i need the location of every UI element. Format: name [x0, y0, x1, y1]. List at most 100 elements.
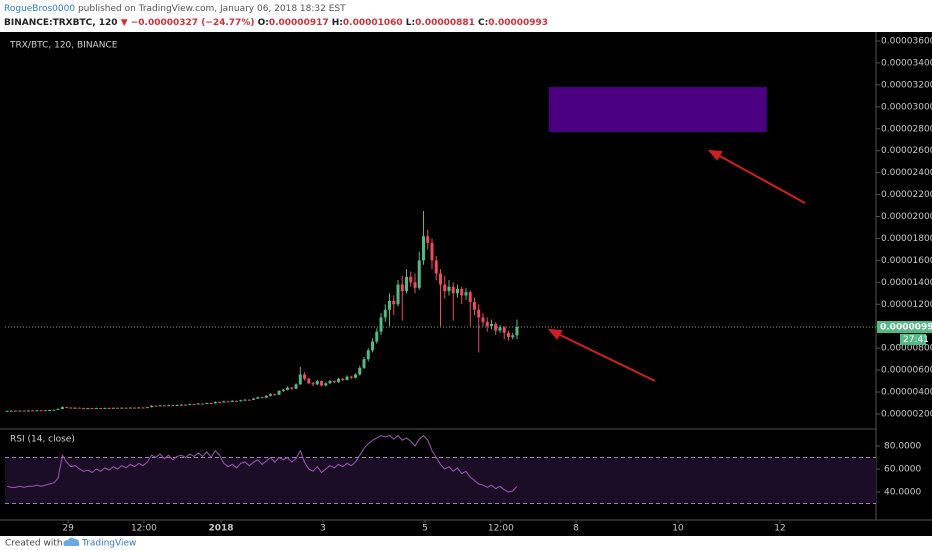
candle-body	[494, 324, 498, 331]
candle-body	[443, 284, 447, 292]
candle-body	[307, 378, 311, 384]
candle-body	[379, 317, 383, 332]
candle-body	[315, 381, 319, 385]
countdown-tag	[900, 333, 926, 345]
y-tick-label: 0.00000200	[881, 409, 932, 419]
candle-body	[26, 410, 30, 412]
candle-body	[281, 389, 285, 391]
y-tick-label: 0.00000800	[881, 344, 932, 354]
y-tick-label: 0.00002800	[881, 124, 932, 134]
symbol: BINANCE:TRXBTC, 120	[4, 18, 121, 28]
x-tick-label: 12:00	[488, 524, 514, 534]
candle-body	[388, 300, 392, 310]
candle-body	[506, 332, 510, 338]
x-tick-label: 3	[320, 524, 326, 534]
candle-body	[175, 404, 179, 406]
ohlc-value: 0.00000917	[269, 18, 329, 28]
candle-body	[222, 401, 226, 403]
candle-body	[468, 292, 472, 303]
candle-body	[400, 284, 404, 292]
candle-body	[145, 407, 149, 409]
y-tick-label: 0.00003200	[881, 80, 932, 90]
y-tick-label: 0.00000400	[881, 388, 932, 398]
y-tick-label: 0.00003000	[881, 102, 932, 112]
candle-body	[362, 359, 366, 368]
logo	[63, 537, 80, 546]
candle-body	[9, 410, 13, 412]
y-tick-label: 60.0000	[884, 465, 921, 475]
footer-text: Created with	[5, 539, 63, 549]
candle-body	[230, 400, 234, 402]
candle-body	[455, 288, 459, 294]
y-tick-label: 0.00001200	[881, 300, 932, 310]
candle-body	[235, 400, 239, 402]
candle-body	[277, 390, 281, 395]
candle-body	[430, 242, 434, 261]
candle-body	[413, 282, 417, 288]
y-tick-label: 0.00002200	[881, 190, 932, 200]
candle-body	[22, 410, 26, 412]
arrows	[547, 149, 806, 382]
candle-body	[31, 410, 35, 412]
candle-body	[396, 284, 400, 305]
candle-body	[375, 331, 379, 342]
candle-body	[366, 350, 370, 360]
candle-body	[426, 236, 430, 243]
arrow	[715, 153, 806, 204]
candle-body	[196, 403, 200, 405]
footer-brand[interactable]: TradingView	[81, 539, 136, 549]
y-tick-label: 0.00002600	[881, 146, 932, 156]
candle-body	[502, 327, 506, 333]
candle-body	[392, 300, 396, 305]
arrow-head	[547, 328, 563, 340]
candle-body	[422, 236, 426, 261]
candle-body	[451, 286, 455, 294]
price-tag-label: 0.00000993	[880, 322, 932, 332]
candle-body	[260, 397, 264, 399]
candle-body	[184, 404, 188, 406]
candle-body	[90, 408, 94, 410]
candle-body	[5, 410, 9, 412]
ohlc-value: 0.00000881	[415, 18, 475, 28]
candle-body	[226, 401, 230, 403]
change: ▼ −0.00000327 (−24.77%)	[121, 18, 255, 28]
candle-body	[447, 286, 451, 292]
arrow-head	[707, 149, 723, 161]
candle-body	[82, 408, 86, 410]
candle-body	[405, 276, 409, 292]
candle-body	[247, 399, 251, 401]
candle-body	[56, 409, 60, 411]
candle-body	[464, 292, 468, 296]
candle-body	[116, 407, 120, 409]
candle-body	[358, 367, 362, 375]
candle-body	[133, 407, 137, 409]
candle-body	[485, 321, 489, 327]
ohlc-key: H:	[329, 18, 343, 28]
candle-body	[383, 309, 387, 318]
candle-body	[320, 381, 324, 386]
candle-body	[14, 410, 18, 412]
candle-body	[18, 410, 22, 412]
candle-body	[52, 409, 56, 411]
candle-body	[48, 410, 52, 412]
arrow	[555, 332, 656, 382]
candle-body	[154, 405, 158, 407]
candle-body	[141, 407, 145, 409]
x-tick-label: 12	[774, 524, 785, 534]
candle-body	[252, 398, 256, 400]
candle-body	[460, 288, 464, 296]
candle-body	[60, 407, 64, 410]
candle-body	[511, 335, 515, 338]
candle-body	[498, 327, 502, 331]
candle-body	[107, 407, 111, 409]
candle-body	[269, 394, 273, 396]
candle-body	[332, 381, 336, 383]
candle-body	[192, 404, 196, 406]
ohlc-key: L:	[403, 18, 415, 28]
candle-body	[256, 397, 260, 399]
candle-body	[77, 407, 81, 409]
author[interactable]: RogueBros0000	[4, 4, 75, 14]
candle-body	[298, 374, 302, 385]
candle-body	[137, 407, 141, 409]
ohlc-value: 0.00000993	[488, 18, 548, 28]
